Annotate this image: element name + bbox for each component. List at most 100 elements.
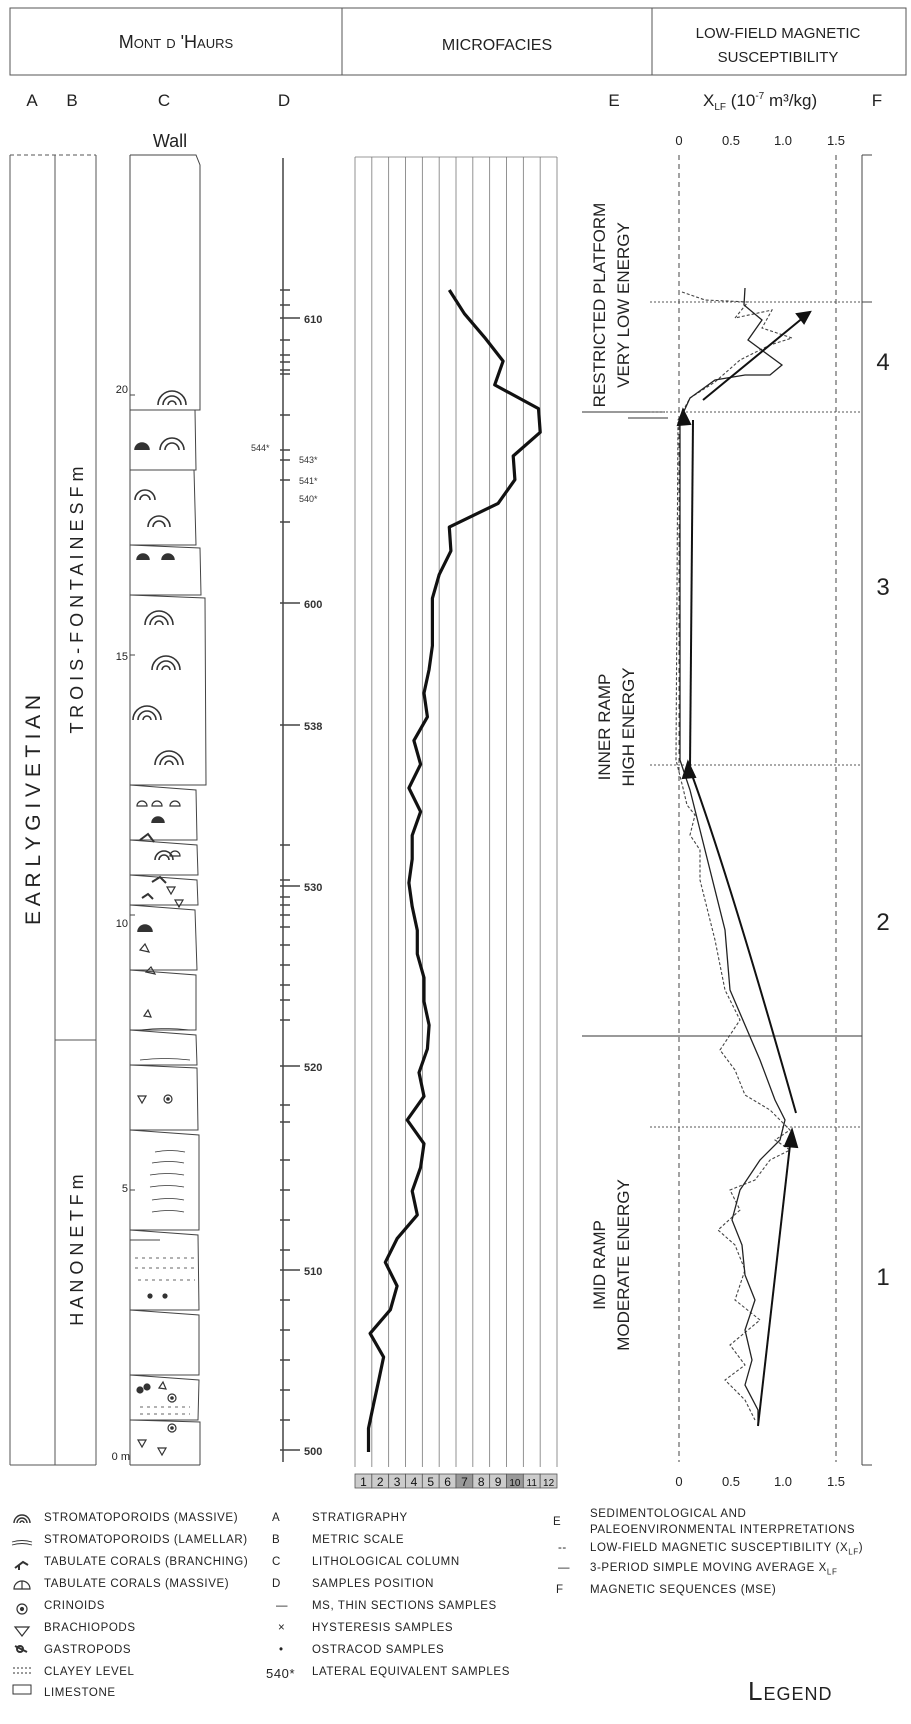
- legend-item: CLAYEY LEVEL: [44, 1666, 135, 1678]
- microfacies-scale-label: 6: [444, 1475, 451, 1489]
- legend-tabulate-branching-icon: [14, 1560, 29, 1570]
- legend-item: OSTRACOD SAMPLES: [312, 1644, 445, 1656]
- microfacies-scale-label: 8: [478, 1475, 485, 1489]
- legend-item: LOW-FIELD MAGNETIC SUSCEPTIBILITY (XLF): [590, 1542, 864, 1557]
- legend-item: MS, THIN SECTIONS SAMPLES: [312, 1600, 497, 1612]
- legend-key: --: [558, 1542, 567, 1554]
- legend-key: C: [272, 1556, 281, 1568]
- legend-key: E: [553, 1516, 562, 1528]
- legend-stromatoporoid-lamellar-icon: [11, 1540, 33, 1546]
- xlf-tick-label: 1.0: [774, 1474, 792, 1489]
- legend-item: LATERAL EQUIVALENT SAMPLES: [312, 1666, 510, 1678]
- lateral-sample-labels: 544* 543* 541* 540*: [251, 443, 318, 504]
- metric-tick-label: 20: [116, 384, 128, 396]
- column-letter-d: D: [278, 91, 290, 110]
- header-microfacies: MICROFACIES: [442, 37, 552, 54]
- microfacies-scale-label: 5: [427, 1475, 434, 1489]
- trend-arrow-head-icon: [681, 759, 697, 780]
- xlf-reference-lines: [678, 155, 837, 1462]
- formation-upper-label: T R O I S - F O N T A I N E S F m: [67, 466, 87, 733]
- brachiopod-icon: [136, 886, 185, 1457]
- sample-label: 500: [304, 1446, 322, 1458]
- legend-key: B: [272, 1534, 281, 1546]
- magnetic-sequences-column: [861, 154, 872, 1466]
- legend-key: A: [272, 1512, 281, 1524]
- legend-title: Legend: [748, 1676, 833, 1706]
- xlf-tick-label: 1.5: [827, 1474, 845, 1489]
- xlf-tick-label: 1.0: [774, 133, 792, 148]
- sequence-label-3: 3: [876, 574, 889, 601]
- metric-tick-label: 15: [116, 651, 128, 663]
- sample-position-labels: 500 510 520 530 538 600 610: [304, 314, 322, 1458]
- tabulate-coral-massive-icon: [136, 800, 181, 857]
- legend-item: GASTROPODS: [44, 1644, 132, 1656]
- legend-crinoid-icon: [16, 1603, 28, 1615]
- sequence-label-2: 2: [876, 909, 889, 936]
- gastropod-icon: [138, 942, 167, 1390]
- microfacies-scale-label: 2: [377, 1475, 384, 1489]
- xlf-axis-ticks-bottom: 0 0.5 1.0 1.5: [675, 1474, 845, 1489]
- tabulate-coral-branching-icon: [139, 832, 167, 900]
- stage-label: E A R L Y G I V E T I A N: [22, 695, 45, 925]
- wall-label: Wall: [153, 131, 187, 151]
- metric-tick-label: 10: [116, 918, 128, 930]
- unit3-interpretation-line2: HIGH ENERGY: [619, 667, 638, 786]
- sequence-label-1: 1: [876, 1264, 889, 1291]
- legend-key: —: [276, 1600, 289, 1612]
- xlf-tick-label: 1.5: [827, 133, 845, 148]
- sample-label: 520: [304, 1062, 322, 1074]
- legend-item: BRACHIOPODS: [44, 1622, 136, 1634]
- microfacies-scale-label: 11: [527, 1478, 538, 1489]
- legend-item: STRATIGRAPHY: [312, 1512, 408, 1524]
- fossil-symbols: [132, 390, 195, 1457]
- crinoid-icon: [136, 1094, 177, 1433]
- microfacies-scale-label: 3: [394, 1475, 401, 1489]
- microfacies-scale: 1 2 3 4 5 6 7 8 9 10 11 12: [354, 1473, 558, 1489]
- stratigraphy-columns: [9, 154, 97, 1466]
- microfacies-grid: [354, 156, 558, 1467]
- trend-arrow-head-icon: [676, 407, 692, 427]
- lateral-label: 541*: [299, 476, 318, 486]
- legend-gastropod-icon: [14, 1645, 28, 1653]
- legend-key: •: [279, 1644, 284, 1656]
- sample-label: 600: [304, 599, 322, 611]
- xlf-tick-label: 0.5: [722, 133, 740, 148]
- sequence-label-4: 4: [876, 349, 889, 376]
- header-susceptibility-line2: SUSCEPTIBILITY: [718, 49, 839, 66]
- sample-label: 510: [304, 1266, 322, 1278]
- legend-item: STROMATOPOROIDS (MASSIVE): [44, 1512, 239, 1524]
- legend-key: D: [272, 1578, 281, 1590]
- microfacies-scale-box: [539, 1473, 558, 1489]
- metric-tick-label: 5: [122, 1183, 128, 1195]
- legend-stromatoporoid-massive-icon: [13, 1514, 31, 1524]
- clayey-level-icon: [135, 1257, 195, 1415]
- legend-item: LITHOLOGICAL COLUMN: [312, 1556, 460, 1568]
- trend-arrow-head-icon: [795, 310, 812, 325]
- lateral-label: 540*: [299, 494, 318, 504]
- column-letter-b: B: [66, 91, 77, 110]
- trend-arrows: [676, 310, 812, 1427]
- legend-item: SEDIMENTOLOGICAL AND: [590, 1508, 747, 1520]
- legend-item: 3-PERIOD SIMPLE MOVING AVERAGE XLF: [590, 1562, 838, 1577]
- column-letter-a: A: [26, 91, 38, 110]
- legend-key: F: [556, 1584, 564, 1596]
- sample-label: 530: [304, 882, 322, 894]
- legend-key: ×: [278, 1622, 286, 1634]
- sample-label: 610: [304, 314, 322, 326]
- microfacies-scale-label: 12: [543, 1478, 555, 1489]
- legend-clayey-level-icon: [13, 1667, 31, 1674]
- legend-item: PALEOENVIRONMENTAL INTERPRETATIONS: [590, 1524, 856, 1536]
- legend-item: STROMATOPOROIDS (LAMELLAR): [44, 1534, 248, 1546]
- column-letter-f: F: [872, 91, 882, 110]
- microfacies-scale-label: 1: [360, 1475, 367, 1489]
- sequence-boundaries: [650, 301, 862, 1128]
- sequence-labels: 1 2 3 4: [876, 349, 889, 1291]
- microfacies-scale-label: 10: [509, 1478, 521, 1489]
- trend-arrow-head-icon: [783, 1127, 799, 1149]
- metric-tick-label: 0 m: [112, 1451, 130, 1463]
- legend-item: TABULATE CORALS (BRANCHING): [44, 1556, 249, 1568]
- microfacies-curve: [366, 289, 542, 1452]
- column-letters: A B C D E F: [26, 91, 882, 110]
- lamellar-stromatoporoid-icon: [139, 1028, 191, 1213]
